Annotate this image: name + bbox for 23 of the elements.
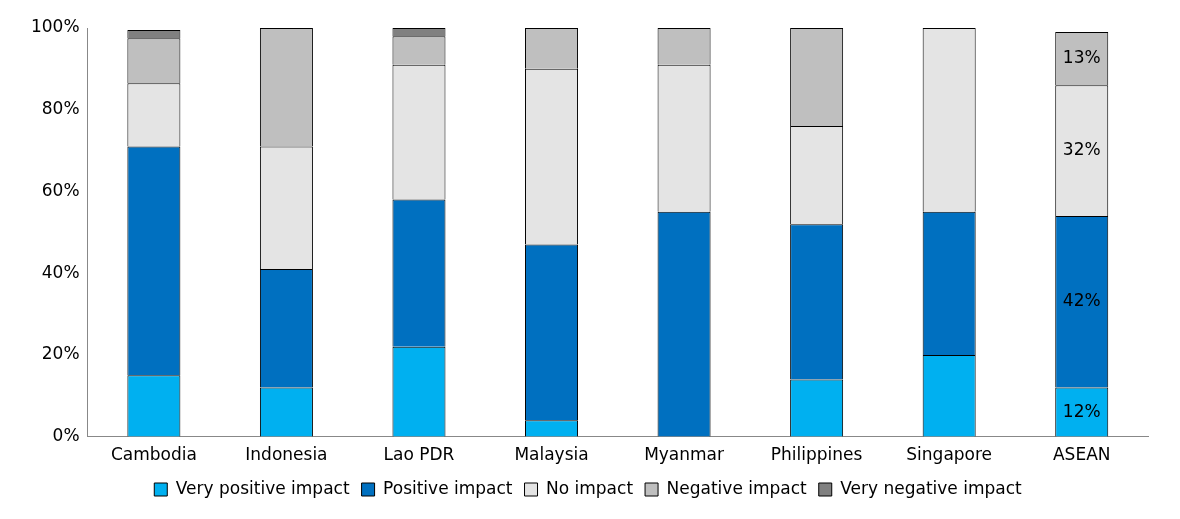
legend-label: Very positive impact	[175, 477, 350, 498]
x-tick-label: Cambodia	[110, 444, 197, 465]
y-tick-label: 0%	[52, 425, 80, 446]
x-tick-label: Indonesia	[245, 444, 328, 465]
y-tick-label: 20%	[41, 343, 80, 364]
legend-label: No impact	[546, 477, 634, 498]
data-label: 32%	[1062, 139, 1101, 159]
legend-label: Very negative impact	[840, 477, 1023, 498]
y-tick-label: 60%	[41, 179, 80, 200]
x-tick-label: Philippines	[770, 444, 863, 465]
x-tick-label: Myanmar	[644, 444, 725, 465]
x-tick-label: Singapore	[906, 444, 993, 465]
y-tick-label: 100%	[30, 16, 80, 37]
x-tick-label: Lao PDR	[383, 444, 455, 465]
data-label: 13%	[1062, 47, 1101, 68]
data-label: 12%	[1062, 400, 1101, 421]
x-tick-label: Malaysia	[514, 444, 589, 465]
x-tick-label: ASEAN	[1052, 444, 1111, 465]
data-label: 42%	[1062, 290, 1101, 311]
y-tick-label: 40%	[41, 261, 80, 282]
y-tick-label: 80%	[41, 98, 80, 119]
legend-label: Negative impact	[666, 477, 808, 498]
legend-label: Positive impact	[383, 477, 513, 498]
